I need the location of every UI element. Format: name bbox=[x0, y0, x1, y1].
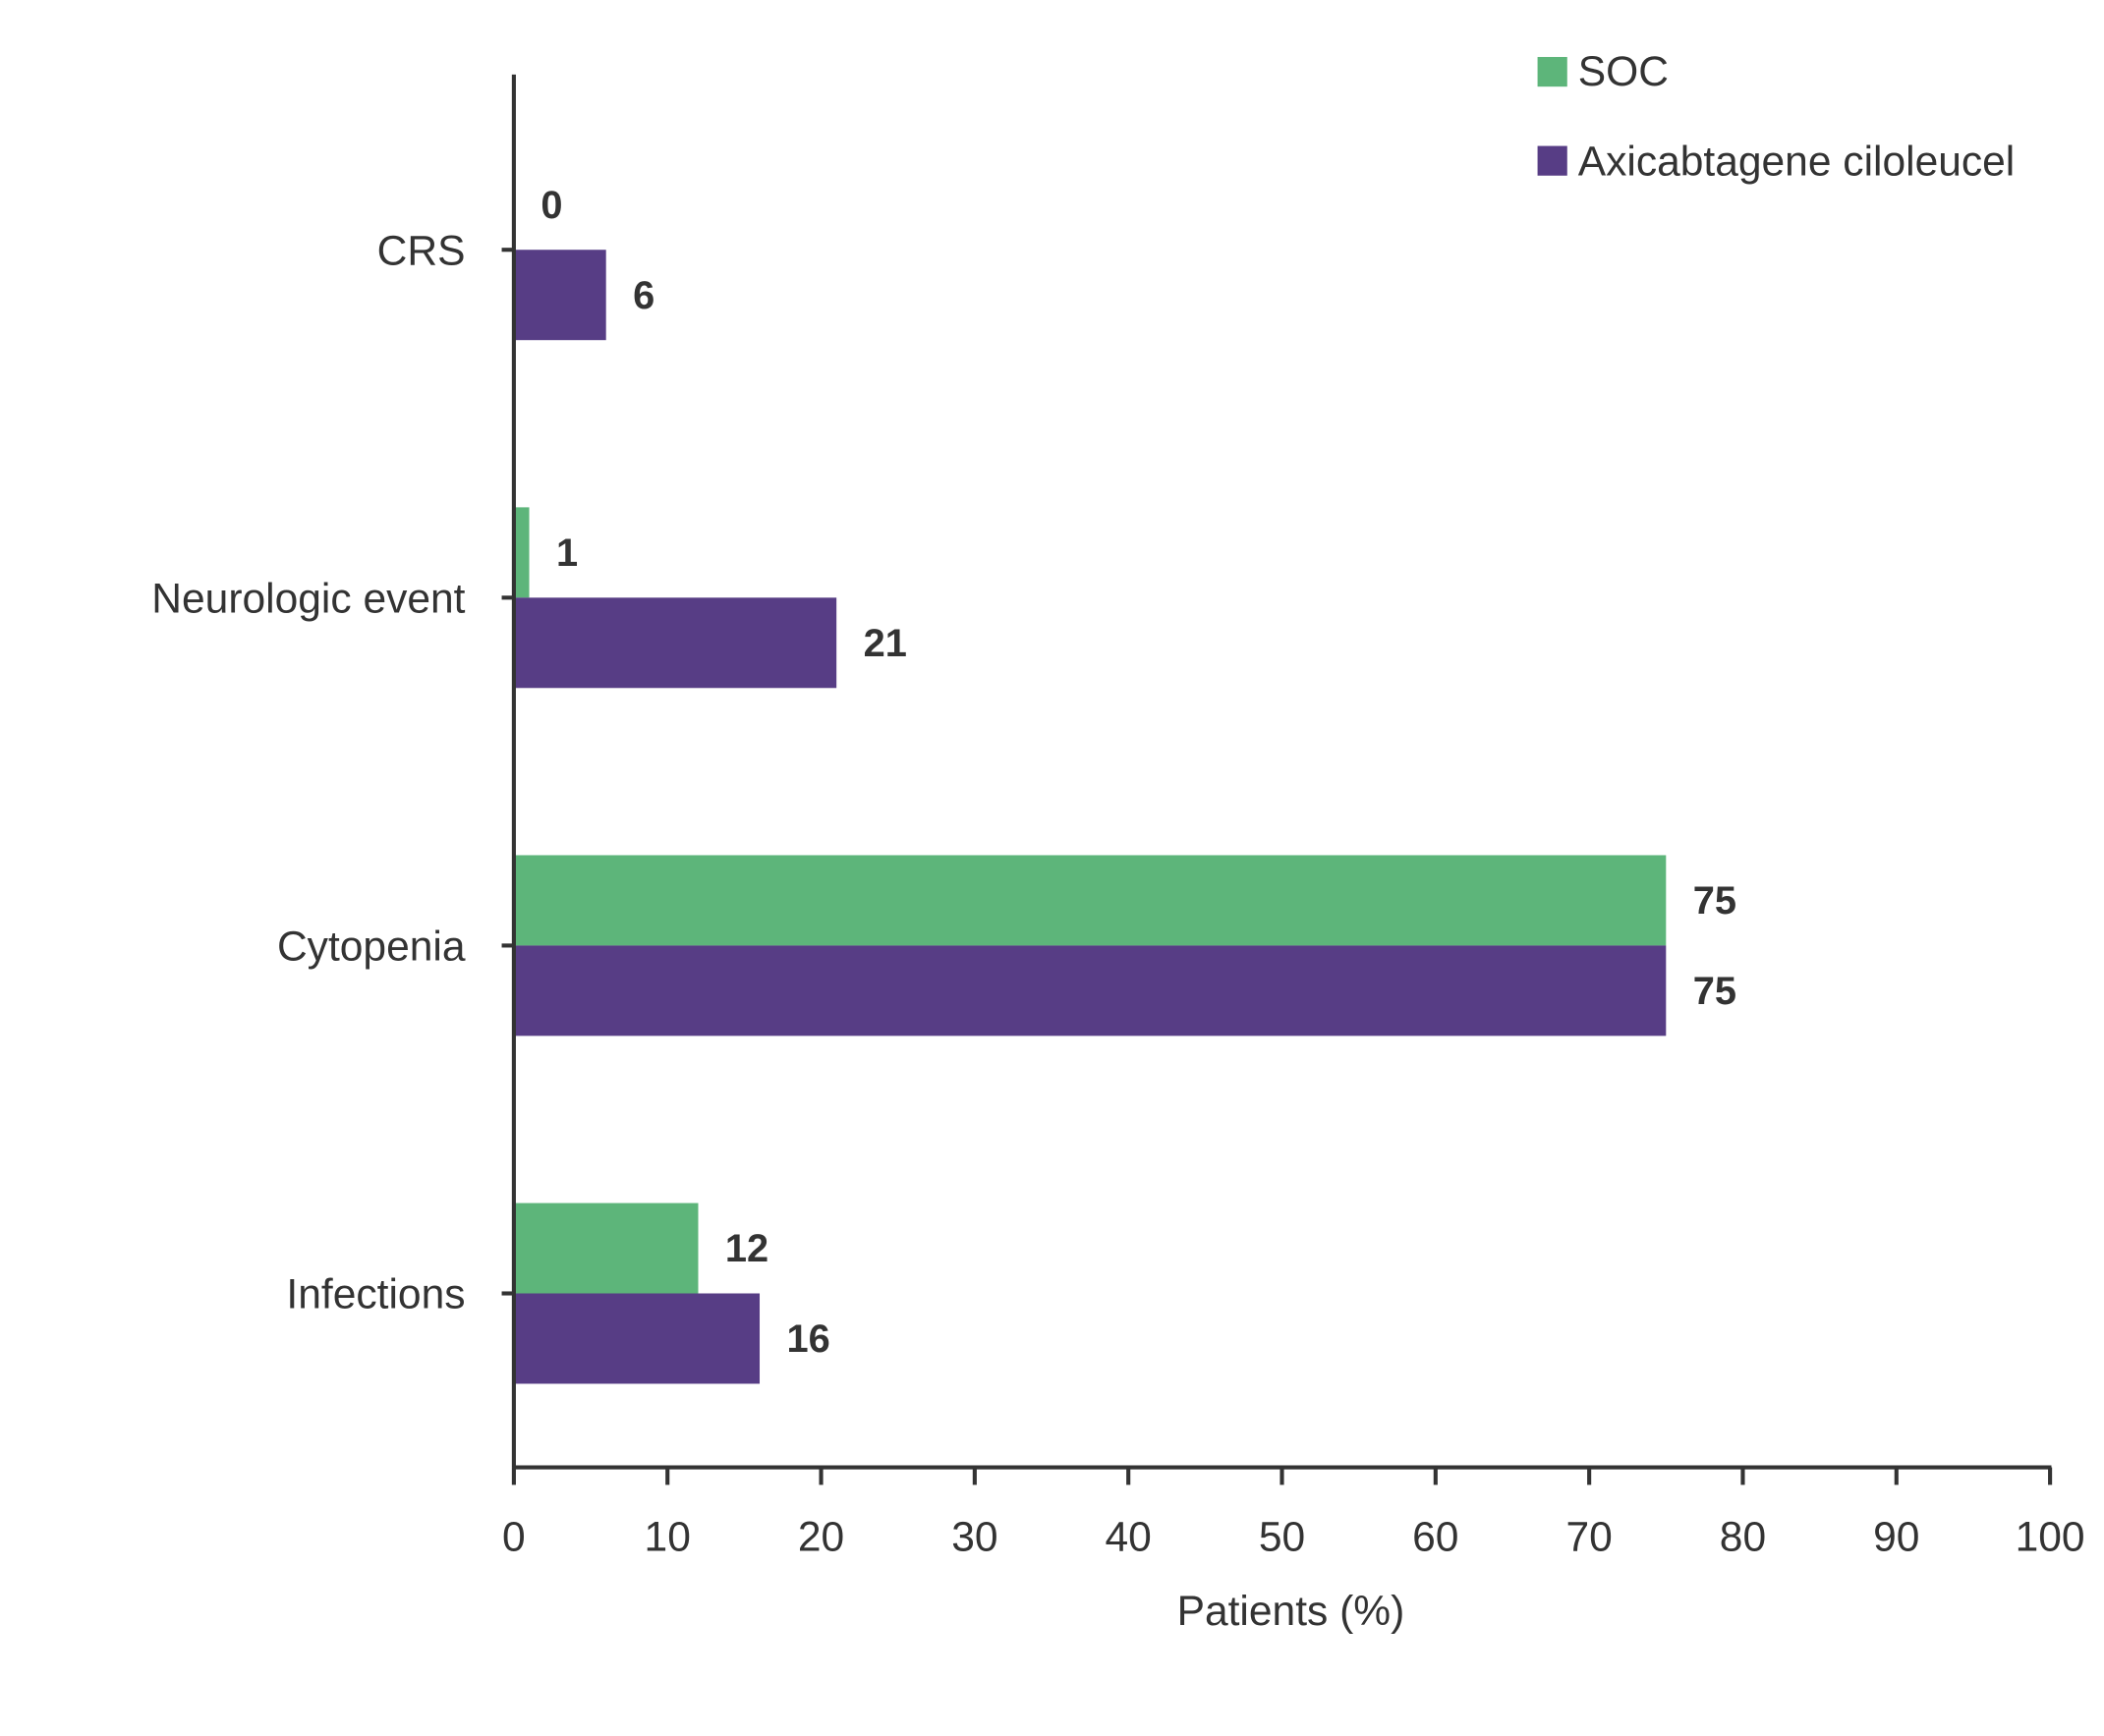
value-label: 75 bbox=[1693, 879, 1736, 923]
bar-soc bbox=[513, 507, 530, 598]
legend: SOC Axicabtagene ciloleucel bbox=[1537, 48, 2016, 186]
x-tick-label: 30 bbox=[951, 1514, 997, 1561]
legend-swatch-soc bbox=[1537, 56, 1567, 87]
bar-axicabtagene bbox=[513, 597, 837, 689]
x-tick-label: 100 bbox=[2016, 1514, 2085, 1561]
legend-label-soc: SOC bbox=[1578, 48, 1669, 95]
value-label: 0 bbox=[540, 184, 562, 227]
bar-soc bbox=[513, 855, 1667, 946]
x-tick-label: 60 bbox=[1412, 1514, 1458, 1561]
x-ticks: 0 10 20 30 40 50 60 70 80 90 100 bbox=[502, 1467, 2085, 1561]
value-label: 12 bbox=[725, 1227, 768, 1270]
x-tick-label: 40 bbox=[1106, 1514, 1152, 1561]
x-tick-label: 80 bbox=[1720, 1514, 1766, 1561]
category-label: Cytopenia bbox=[277, 924, 466, 971]
category-label: Neurologic event bbox=[151, 575, 465, 622]
bar-axicabtagene bbox=[513, 1293, 761, 1384]
legend-swatch-axicabtagene bbox=[1537, 145, 1567, 176]
value-label: 21 bbox=[864, 622, 907, 665]
x-tick-label: 20 bbox=[798, 1514, 844, 1561]
x-tick-label: 70 bbox=[1565, 1514, 1612, 1561]
bar-soc bbox=[513, 1203, 699, 1294]
value-label: 16 bbox=[786, 1317, 829, 1361]
x-tick-label: 0 bbox=[502, 1514, 526, 1561]
value-label: 6 bbox=[633, 274, 654, 317]
x-tick-label: 90 bbox=[1873, 1514, 1919, 1561]
category-label: Infections bbox=[286, 1271, 465, 1318]
value-label: 75 bbox=[1693, 970, 1736, 1013]
value-label: 1 bbox=[556, 532, 578, 575]
y-ticks: CRS Neurologic event Cytopenia Infections bbox=[151, 227, 514, 1318]
category-label: CRS bbox=[377, 227, 466, 274]
x-tick-label: 50 bbox=[1259, 1514, 1305, 1561]
x-axis-label: Patients (%) bbox=[1177, 1588, 1405, 1635]
bars bbox=[513, 250, 1667, 1384]
legend-label-axicabtagene: Axicabtagene ciloleucel bbox=[1578, 139, 2016, 186]
bar-axicabtagene bbox=[513, 250, 606, 341]
bar-axicabtagene bbox=[513, 945, 1667, 1036]
value-labels: 0 6 1 21 75 75 12 16 bbox=[540, 184, 1736, 1361]
x-tick-label: 10 bbox=[645, 1514, 691, 1561]
